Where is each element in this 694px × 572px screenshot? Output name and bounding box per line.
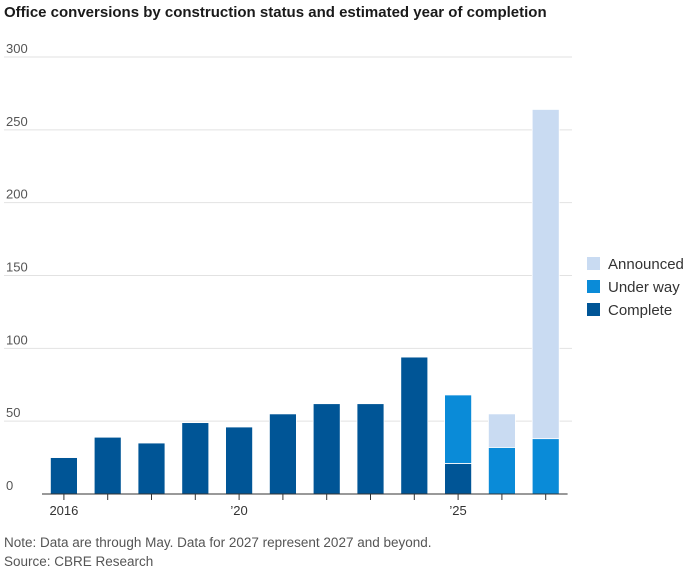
bar-announced-2027: [531, 109, 560, 440]
bar-under-way-2025: [444, 394, 473, 464]
chart-note: Note: Data are through May. Data for 202…: [4, 535, 432, 550]
chart-source: Source: CBRE Research: [4, 554, 154, 569]
stacked-bar-chart: 0 50 100 150 200 250 300 2016 ’20 ’25 Announced U…: [4, 41, 684, 518]
chart-title: Office conversions by construction statu…: [4, 4, 547, 21]
legend-label-under-way: Under way: [608, 279, 680, 296]
bar-announced-2026: [487, 413, 516, 448]
bar-complete-2022: [312, 403, 341, 495]
bar-complete-2017: [93, 436, 122, 495]
bar-complete-2024: [400, 356, 429, 495]
bar-complete-2020: [225, 426, 254, 495]
bar-complete-2016: [50, 457, 78, 495]
y-tick-label: 200: [6, 187, 28, 202]
bar-complete-2021: [268, 413, 297, 495]
y-tick-label: 0: [6, 478, 13, 493]
bar-complete-2025: [444, 463, 473, 495]
legend-label-announced: Announced: [608, 256, 684, 273]
legend-swatch-complete: [587, 303, 600, 316]
bar-complete-2018: [137, 442, 166, 495]
bar-under-way-2027: [531, 438, 560, 495]
y-tick-label: 250: [6, 114, 28, 129]
y-tick-label: 50: [6, 405, 20, 420]
legend-swatch-under-way: [587, 280, 600, 293]
x-tick-label: ’25: [449, 503, 466, 518]
x-tick-label: 2016: [49, 503, 78, 518]
bar-under-way-2026: [487, 446, 516, 495]
legend-label-complete: Complete: [608, 302, 672, 319]
bar-complete-2023: [356, 403, 385, 495]
legend-swatch-announced: [587, 257, 600, 270]
x-tick-label: ’20: [230, 503, 247, 518]
bar-complete-2019: [181, 422, 210, 495]
y-tick-label: 150: [6, 260, 28, 275]
y-tick-label: 100: [6, 332, 28, 347]
y-tick-label: 300: [6, 41, 28, 56]
